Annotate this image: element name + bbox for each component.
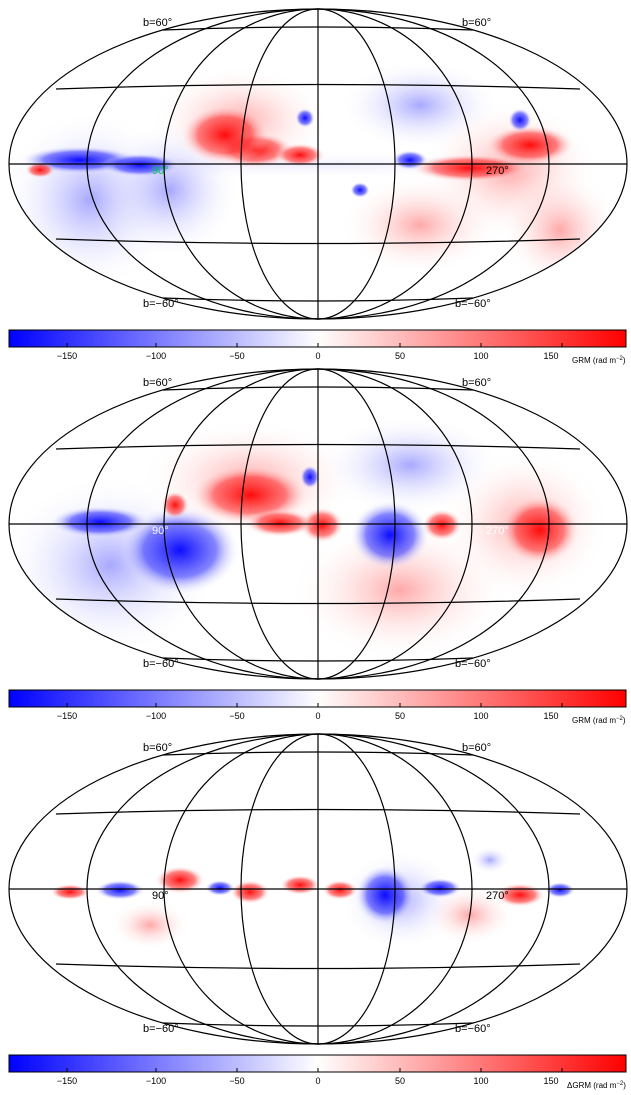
colorbar-unit: GRM (rad m−2) [572, 716, 626, 725]
tick-label: −50 [229, 351, 244, 361]
tick-label: 0 [315, 711, 320, 721]
tick-label: 0 [315, 1076, 320, 1086]
tick-label: 100 [473, 351, 488, 361]
tick-label: −50 [229, 1076, 244, 1086]
tick-label: −150 [57, 351, 77, 361]
map-panel-grm-smooth: b=60° b=60° b=−60° b=−60° 90° 270° [0, 365, 631, 730]
sky-map-grm: b=60° b=60° b=−60° b=−60° 90° 270° [8, 8, 628, 320]
tick-label: 100 [473, 1076, 488, 1086]
tick-label: −50 [229, 711, 244, 721]
tick-label: 100 [473, 711, 488, 721]
map-field [9, 369, 627, 679]
label-lon-270: 270° [486, 890, 509, 902]
label-b60-right: b=60° [462, 377, 491, 389]
label-b60-right: b=60° [462, 17, 491, 29]
tick-label: −100 [146, 1076, 166, 1086]
map-field [9, 734, 627, 1044]
colorbar-unit: ΔGRM (rad m−2) [567, 1081, 626, 1090]
label-lon-270: 270° [486, 525, 509, 537]
graticule [8, 8, 628, 320]
sky-map-grm-smooth: b=60° b=60° b=−60° b=−60° 90° 270° [8, 368, 628, 680]
label-lon-90: 90° [152, 165, 169, 177]
tick-label: 50 [395, 1076, 405, 1086]
label-bm60-right: b=−60° [455, 658, 491, 670]
graticule [8, 368, 628, 680]
map-panel-dgrm: b=60° b=60° b=−60° b=−60° 90° 270° [0, 730, 631, 1095]
tick-label: 50 [395, 711, 405, 721]
tick-label: 150 [543, 711, 558, 721]
tick-label: 150 [543, 351, 558, 361]
label-bm60-right: b=−60° [455, 298, 491, 310]
tick-label: 50 [395, 351, 405, 361]
tick-label: −100 [146, 351, 166, 361]
label-b60-left: b=60° [143, 742, 172, 754]
label-lon-90: 90° [152, 525, 169, 537]
tick-label: 0 [315, 351, 320, 361]
tick-label: −150 [57, 711, 77, 721]
colorbar-unit: GRM (rad m−2) [572, 356, 626, 365]
label-b60-left: b=60° [143, 17, 172, 29]
tick-label: −100 [146, 711, 166, 721]
label-lon-270: 270° [486, 165, 509, 177]
sky-map-dgrm: b=60° b=60° b=−60° b=−60° 90° 270° [8, 733, 628, 1045]
label-bm60-left: b=−60° [143, 658, 179, 670]
label-lon-90: 90° [152, 890, 169, 902]
tick-label: 150 [543, 1076, 558, 1086]
colorbar-grm-smooth: −150 −100 −50 0 50 100 150 GRM (rad m−2) [0, 688, 631, 728]
tick-label: −150 [57, 1076, 77, 1086]
map-panel-grm: b=60° b=60° b=−60° b=−60° 90° 270° [0, 0, 631, 365]
label-b60-left: b=60° [143, 377, 172, 389]
graticule [8, 733, 628, 1045]
label-bm60-left: b=−60° [143, 1023, 179, 1035]
colorbar-dgrm: −150 −100 −50 0 50 100 150 ΔGRM (rad m−2… [0, 1053, 631, 1091]
label-bm60-right: b=−60° [455, 1023, 491, 1035]
label-b60-right: b=60° [462, 742, 491, 754]
label-bm60-left: b=−60° [143, 298, 179, 310]
colorbar-grm: −150 −100 −50 0 50 100 150 GRM (rad m−2) [0, 328, 631, 368]
